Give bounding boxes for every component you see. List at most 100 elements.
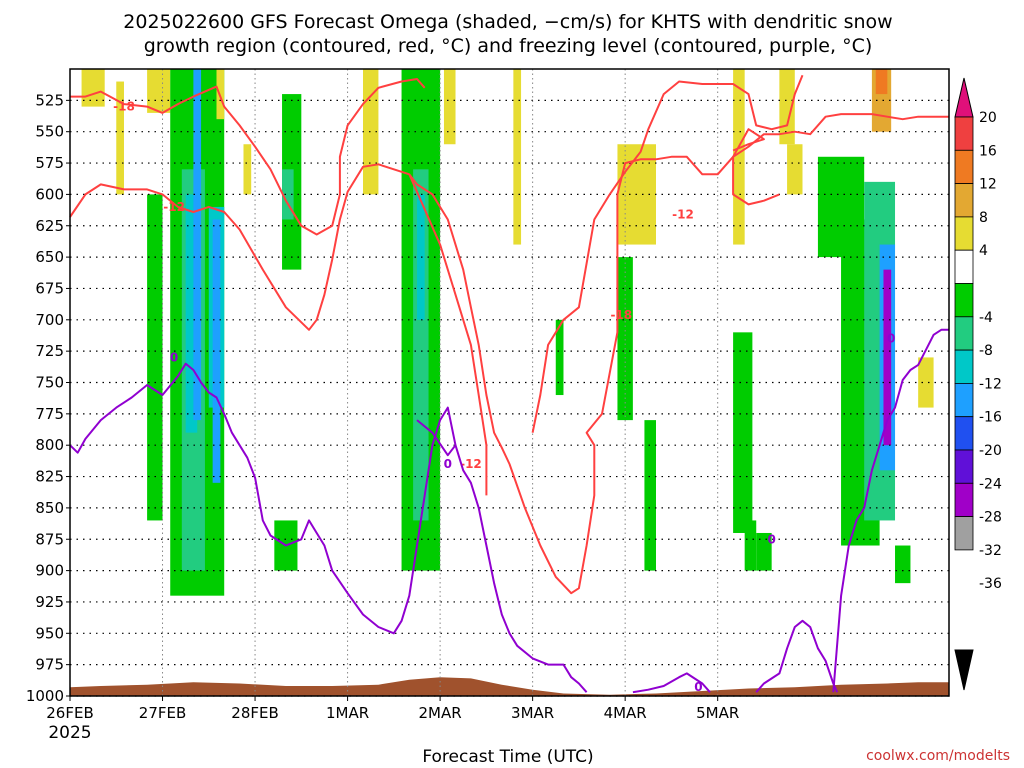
omega-cell bbox=[185, 194, 198, 433]
omega-shading bbox=[81, 69, 934, 596]
contour-label: -12 bbox=[460, 457, 482, 471]
y-tick-label: 625 bbox=[35, 217, 64, 235]
colorbar-segment bbox=[954, 349, 974, 384]
omega-cell bbox=[513, 69, 522, 245]
colorbar-tick-label: 12 bbox=[979, 177, 997, 193]
y-tick-label: 750 bbox=[35, 374, 64, 392]
colorbar-segment bbox=[954, 316, 974, 351]
colorbar-tick-label: -24 bbox=[979, 476, 1002, 492]
chart-title-line2: growth region (contoured, red, °C) and f… bbox=[144, 35, 873, 57]
omega-cell bbox=[193, 69, 202, 421]
colorbar-bottom-arrow bbox=[954, 649, 974, 691]
colorbar-segment bbox=[954, 116, 974, 151]
contour--12c bbox=[732, 128, 780, 206]
omega-cell bbox=[883, 269, 892, 446]
contour-label: 0 bbox=[444, 457, 452, 471]
y-tick-label: 850 bbox=[35, 499, 64, 517]
contour-0c bbox=[632, 672, 711, 694]
contour-label: 0 bbox=[887, 332, 895, 346]
colorbar: 20 16 12 8 4 -4 -8 -12 -16 -20 -24 -28 -32 -36 bbox=[954, 77, 1002, 691]
contour-label: -12 bbox=[163, 200, 185, 214]
colorbar-tick-label: -32 bbox=[979, 543, 1002, 559]
colorbar-tick-label: -12 bbox=[979, 376, 1002, 392]
colorbar-segment bbox=[954, 149, 974, 185]
y-axis: 525 550 575 600 625 650 675 700 725 750 775 800 825 8… bbox=[26, 91, 70, 705]
contour--18b bbox=[531, 74, 804, 433]
colorbar-top-arrow bbox=[954, 77, 974, 118]
colorbar-tick-label: -8 bbox=[979, 343, 993, 359]
omega-cell bbox=[895, 545, 911, 584]
x-tick-label: 5MAR bbox=[696, 704, 739, 722]
x-tick-label: 27FEB bbox=[139, 704, 186, 722]
plot-area: -18 -12 -18 -12 -12 0 0 0 0 0 bbox=[69, 68, 950, 697]
colorbar-tick-label: 8 bbox=[979, 210, 988, 226]
x-axis-title: Forecast Time (UTC) bbox=[422, 747, 593, 767]
contour-lines: -18 -12 -18 -12 -12 0 0 0 0 0 bbox=[69, 74, 949, 694]
omega-cell bbox=[147, 69, 171, 113]
colorbar-tick-label: -36 bbox=[979, 576, 1002, 592]
terrain-area bbox=[70, 677, 949, 696]
y-tick-label: 825 bbox=[35, 468, 64, 486]
contour--12 bbox=[69, 113, 949, 595]
x-tick-label: 28FEB bbox=[231, 704, 278, 722]
omega-cell bbox=[116, 81, 124, 195]
contour-label: -18 bbox=[610, 308, 632, 322]
contour-label: 0 bbox=[170, 350, 178, 364]
colorbar-segment bbox=[954, 449, 974, 484]
x-axis: 26FEB 27FEB 28FEB 1MAR 2MAR 3MAR 4MAR 5MAR bbox=[46, 696, 739, 722]
colorbar-tick-label: -4 bbox=[979, 310, 993, 326]
contour-0 bbox=[69, 362, 588, 693]
colorbar-segment bbox=[954, 283, 974, 318]
colorbar-segment bbox=[954, 516, 974, 551]
omega-cell bbox=[733, 69, 745, 245]
colorbar-tick-label: 4 bbox=[979, 243, 988, 259]
y-tick-label: 875 bbox=[35, 530, 64, 548]
y-tick-label: 950 bbox=[35, 624, 64, 642]
y-tick-label: 600 bbox=[35, 185, 64, 203]
colorbar-segment bbox=[954, 482, 974, 517]
contour-label: -18 bbox=[113, 100, 135, 114]
y-tick-label: 900 bbox=[35, 562, 64, 580]
omega-cell bbox=[733, 332, 753, 533]
colorbar-segment bbox=[954, 382, 974, 418]
colorbar-segment bbox=[954, 216, 974, 251]
y-tick-label: 1000 bbox=[26, 687, 64, 705]
colorbar-tick-label: 16 bbox=[979, 143, 997, 159]
y-tick-label: 650 bbox=[35, 248, 64, 266]
x-tick-label: 3MAR bbox=[511, 704, 554, 722]
omega-cell bbox=[443, 69, 456, 145]
colorbar-segment bbox=[954, 183, 974, 218]
x-tick-label: 26FEB bbox=[46, 704, 93, 722]
omega-cell bbox=[744, 520, 757, 571]
colorbar-segment bbox=[954, 416, 974, 451]
y-tick-label: 775 bbox=[35, 405, 64, 423]
y-tick-label: 725 bbox=[35, 342, 64, 360]
omega-cell bbox=[147, 194, 163, 521]
colorbar-tick-label: 20 bbox=[979, 110, 997, 126]
omega-cell bbox=[787, 144, 803, 195]
colorbar-segment bbox=[954, 249, 974, 284]
contour--18 bbox=[70, 78, 426, 236]
omega-cell bbox=[875, 69, 888, 95]
colorbar-tick-label: -20 bbox=[979, 443, 1002, 459]
x-tick-label: 1MAR bbox=[326, 704, 369, 722]
y-tick-label: 800 bbox=[35, 436, 64, 454]
colorbar-tick-label: -16 bbox=[979, 410, 1002, 426]
terrain-fill bbox=[70, 677, 949, 696]
omega-cell bbox=[243, 144, 252, 195]
y-tick-label: 925 bbox=[35, 593, 64, 611]
x-tick-label: 2MAR bbox=[419, 704, 462, 722]
chart-title-line1: 2025022600 GFS Forecast Omega (shaded, −… bbox=[123, 11, 892, 33]
omega-cell bbox=[617, 257, 633, 421]
y-tick-label: 550 bbox=[35, 123, 64, 141]
colorbar-tick-label: -28 bbox=[979, 510, 1002, 526]
x-tick-label: 4MAR bbox=[604, 704, 647, 722]
omega-cell bbox=[416, 194, 425, 320]
contour-0b bbox=[416, 419, 457, 457]
omega-cell bbox=[644, 420, 656, 571]
credit-text: coolwx.com/modelts bbox=[866, 748, 1010, 764]
contour-0d bbox=[755, 619, 839, 693]
x-axis-year-label: 2025 bbox=[48, 723, 91, 743]
contour-label: 0 bbox=[767, 532, 775, 546]
